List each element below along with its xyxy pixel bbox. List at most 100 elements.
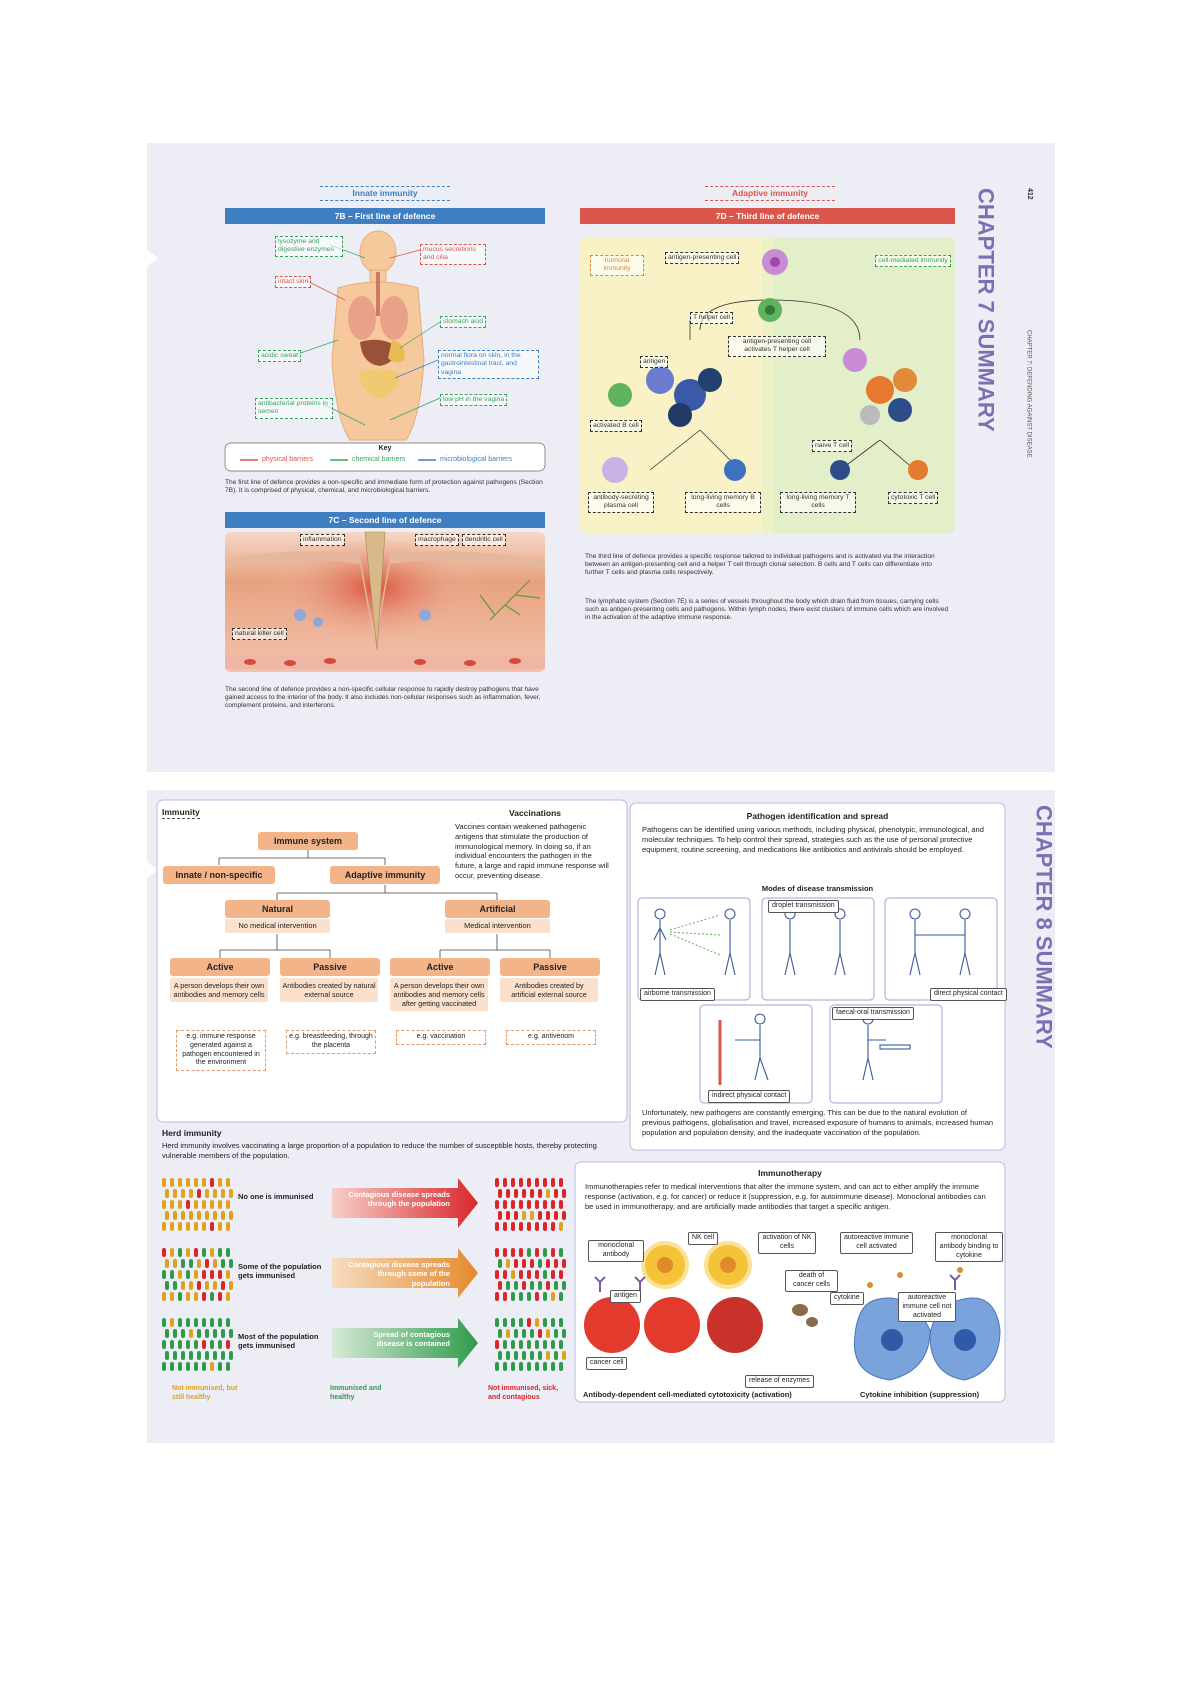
person-icon bbox=[181, 1329, 185, 1338]
person-icon bbox=[514, 1281, 518, 1290]
type-example: e.g. breastfeeding, through the placenta bbox=[286, 1030, 376, 1054]
person-icon bbox=[229, 1211, 233, 1220]
decoration bbox=[294, 609, 306, 621]
person-icon bbox=[170, 1292, 174, 1301]
key-item: physical barriers bbox=[262, 456, 313, 463]
person-icon bbox=[194, 1340, 198, 1349]
person-icon bbox=[226, 1340, 230, 1349]
decoration bbox=[829, 1004, 943, 1104]
person-icon bbox=[186, 1270, 190, 1279]
person-icon bbox=[170, 1362, 174, 1371]
decoration bbox=[224, 442, 546, 472]
person-icon bbox=[527, 1222, 531, 1231]
person-icon bbox=[165, 1329, 169, 1338]
person-icon bbox=[551, 1248, 555, 1257]
decoration bbox=[867, 1282, 873, 1288]
person-icon bbox=[506, 1329, 510, 1338]
person-icon bbox=[205, 1281, 209, 1290]
page-number: 412 bbox=[1025, 188, 1033, 200]
person-icon bbox=[194, 1318, 198, 1327]
illustration-label: death of cancer cells bbox=[785, 1270, 838, 1292]
decoration bbox=[324, 658, 336, 664]
person-icon bbox=[527, 1340, 531, 1349]
person-icon bbox=[229, 1329, 233, 1338]
person-icon bbox=[186, 1362, 190, 1371]
person-icon bbox=[514, 1189, 518, 1198]
person-icon bbox=[546, 1189, 550, 1198]
cell-label: T helper cell bbox=[690, 312, 733, 325]
person-icon bbox=[170, 1318, 174, 1327]
decoration bbox=[908, 460, 928, 480]
cell-label: natural killer cell bbox=[232, 628, 287, 641]
decoration bbox=[949, 1274, 961, 1290]
decoration bbox=[225, 655, 545, 669]
person-icon bbox=[503, 1318, 507, 1327]
person-icon bbox=[218, 1178, 222, 1187]
type-example: e.g. vaccination bbox=[396, 1030, 486, 1045]
person-icon bbox=[530, 1351, 534, 1360]
decoration bbox=[584, 1297, 640, 1353]
decoration bbox=[724, 459, 746, 481]
person-icon bbox=[194, 1270, 198, 1279]
decoration bbox=[244, 658, 521, 666]
person-icon bbox=[535, 1178, 539, 1187]
decoration bbox=[674, 379, 706, 411]
caption: The lymphatic system (Section 7E) is a s… bbox=[585, 598, 949, 622]
illustration-label: autoreactive immune cell activated bbox=[840, 1232, 913, 1254]
decoration bbox=[594, 1276, 606, 1292]
key-title: Key bbox=[378, 445, 392, 452]
box-text: Unfortunately, new pathogens are constan… bbox=[642, 1108, 994, 1137]
person-icon bbox=[213, 1329, 217, 1338]
person-icon bbox=[498, 1189, 502, 1198]
decoration bbox=[893, 368, 917, 392]
mode-label: faecal-oral transmission bbox=[832, 1007, 914, 1020]
person-icon bbox=[162, 1362, 166, 1371]
type-description: Antibodies created by artificial externa… bbox=[500, 978, 598, 1002]
person-icon bbox=[495, 1270, 499, 1279]
person-icon bbox=[514, 1211, 518, 1220]
person-icon bbox=[498, 1211, 502, 1220]
person-icon bbox=[205, 1259, 209, 1268]
decoration bbox=[376, 272, 380, 316]
legend-item: Not immunised, but still healthy bbox=[172, 1385, 238, 1401]
person-icon bbox=[218, 1248, 222, 1257]
illustration-label: monoclonal antibody bbox=[588, 1240, 644, 1262]
arrow-label: Contagious disease spreads through the p… bbox=[348, 1190, 450, 1209]
person-icon bbox=[173, 1189, 177, 1198]
legend-item: Not immunised, sick, and contagious bbox=[488, 1385, 559, 1401]
person-icon bbox=[546, 1281, 550, 1290]
person-icon bbox=[194, 1222, 198, 1231]
type-description: A person develops their own antibodies a… bbox=[390, 978, 488, 1011]
person-icon bbox=[503, 1270, 507, 1279]
decoration bbox=[720, 1257, 736, 1273]
person-icon bbox=[519, 1178, 523, 1187]
box-text: Vaccines contain weakened pathogenic ant… bbox=[455, 822, 609, 880]
person-icon bbox=[554, 1281, 558, 1290]
person-icon bbox=[535, 1248, 539, 1257]
person-icon bbox=[503, 1292, 507, 1301]
chapter-heading: CHAPTER 8 SUMMARY bbox=[1031, 805, 1057, 1049]
decoration bbox=[646, 366, 674, 394]
person-icon bbox=[218, 1318, 222, 1327]
person-icon bbox=[562, 1329, 566, 1338]
person-icon bbox=[543, 1248, 547, 1257]
decoration bbox=[770, 257, 780, 267]
person-icon bbox=[178, 1362, 182, 1371]
row-label: Most of the population gets immunised bbox=[238, 1332, 319, 1351]
person-icon bbox=[519, 1340, 523, 1349]
decoration bbox=[724, 908, 736, 920]
decoration bbox=[359, 369, 399, 398]
person-icon bbox=[229, 1259, 233, 1268]
barrier-label: antibacterial proteins in semen bbox=[255, 398, 333, 419]
decoration bbox=[657, 1257, 673, 1273]
person-icon bbox=[543, 1362, 547, 1371]
decoration bbox=[834, 920, 846, 976]
person-icon bbox=[498, 1351, 502, 1360]
person-icon bbox=[503, 1222, 507, 1231]
person-icon bbox=[530, 1281, 534, 1290]
person-icon bbox=[554, 1189, 558, 1198]
person-icon bbox=[162, 1318, 166, 1327]
flow-box: Artificial bbox=[445, 900, 550, 918]
person-icon bbox=[498, 1281, 502, 1290]
person-icon bbox=[173, 1351, 177, 1360]
